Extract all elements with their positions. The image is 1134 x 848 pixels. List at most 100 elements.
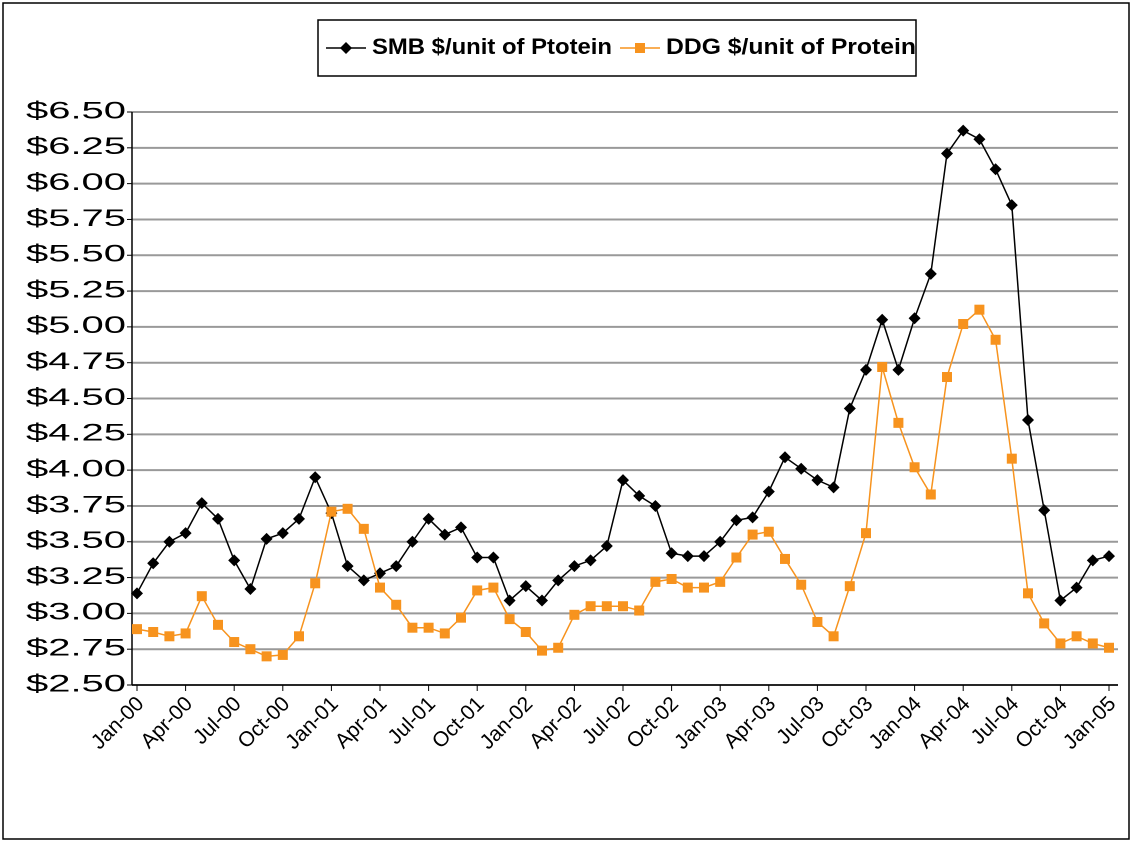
point [730,514,743,527]
point [309,471,322,484]
point [132,624,142,635]
point [357,574,370,587]
y-tick-label: $4.25 [26,420,126,447]
point [1087,638,1098,649]
y-tick-label: $4.75 [26,348,126,375]
point [552,574,565,587]
point [1022,413,1034,426]
point [471,551,484,564]
point [747,529,758,540]
point [796,579,807,590]
point [569,609,580,620]
point [196,591,207,602]
point [762,485,775,498]
point [1054,594,1067,607]
point [601,601,612,612]
point [1023,588,1033,599]
point [843,402,856,415]
point [229,637,240,648]
point [989,163,1002,176]
point [698,550,710,563]
point [519,580,532,593]
point [423,622,434,633]
point [342,503,353,514]
point [682,582,693,593]
y-tick-label: $4.00 [26,455,126,482]
point [666,573,677,584]
y-tick-label: $5.25 [26,276,126,303]
point [1103,550,1115,563]
point [455,521,467,534]
point [893,417,904,428]
point [568,560,581,573]
point [892,363,905,376]
point [536,594,548,607]
point [1039,618,1050,629]
point [1070,581,1083,594]
point [699,582,709,593]
point [537,645,547,656]
y-tick-label: $5.50 [26,241,126,268]
point [925,489,936,500]
point [973,133,986,146]
point [422,512,435,525]
point [406,535,419,548]
point [213,619,223,630]
point [456,612,466,623]
point [860,363,872,376]
point [375,582,385,593]
point [391,599,402,610]
point [260,532,273,545]
point [341,560,354,573]
point [780,553,790,564]
point [844,581,855,592]
point [1055,638,1066,649]
point [974,304,985,315]
point [439,628,450,639]
point [634,605,645,616]
point [942,372,952,383]
point [390,560,403,573]
point [277,649,288,660]
point [584,554,597,567]
legend-label: SMB $/unit of Ptotein [372,34,612,59]
point [779,451,791,464]
y-tick-label: $5.00 [26,312,126,339]
point [877,361,888,372]
legend-box [317,19,917,77]
y-tick-label: $3.75 [26,491,126,518]
point [990,334,1001,345]
point [163,535,176,548]
point [340,42,352,54]
point [618,601,628,612]
point [148,626,159,637]
point [326,506,337,517]
point [1071,631,1082,642]
point [245,644,256,655]
point [746,511,759,524]
point [228,554,241,567]
point [795,462,808,475]
y-tick-label: $3.50 [26,527,126,554]
point [924,267,937,280]
point [358,523,369,534]
point [731,552,742,563]
point [553,642,564,653]
point [811,474,824,487]
point [958,319,969,330]
point [503,594,516,607]
point [520,626,531,637]
point [812,616,823,627]
point [828,631,839,642]
y-tick-label: $6.00 [26,169,126,196]
point [909,462,920,473]
point [180,628,191,639]
point [681,550,694,563]
point [310,578,321,589]
point [1038,504,1051,517]
point [1006,453,1017,464]
point [600,540,613,553]
point [261,651,272,662]
point [179,527,192,540]
